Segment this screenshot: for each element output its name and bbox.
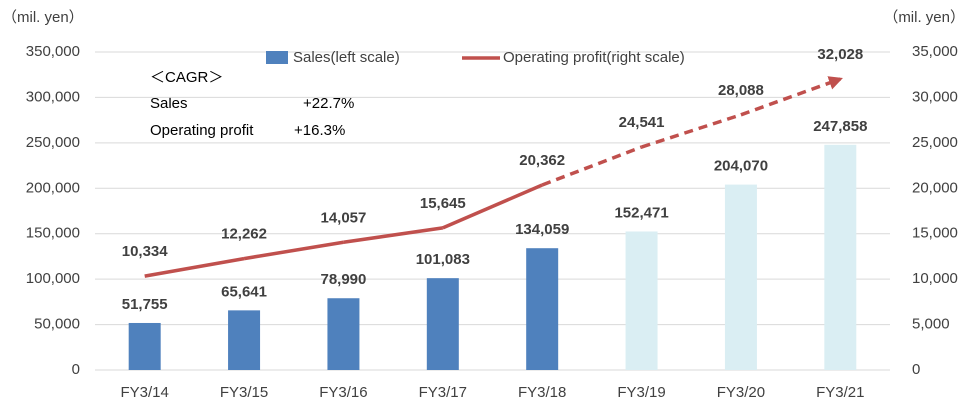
bar	[327, 298, 360, 370]
line-segment	[343, 226, 444, 245]
data-label: 247,858	[813, 118, 867, 135]
x-tick-label: FY3/15	[220, 384, 268, 401]
bar	[625, 231, 658, 370]
bar	[824, 144, 857, 370]
y-tick-label: 150,000	[26, 225, 80, 242]
bar	[228, 310, 261, 370]
cagr-value: +16.3%	[294, 122, 345, 139]
y2-tick-label: 25,000	[912, 134, 958, 151]
y2-unit-label: （mil. yen）	[883, 9, 965, 26]
legend-label: Sales(left scale)	[293, 49, 400, 66]
y2-tick-label: 35,000	[912, 43, 958, 60]
x-tick-label: FY3/18	[518, 384, 566, 401]
cagr-title: ＜CAGR＞	[150, 69, 223, 86]
y-tick-label: 50,000	[34, 316, 80, 333]
y2-tick-label: 15,000	[912, 225, 958, 242]
y2-tick-label: 5,000	[912, 316, 950, 333]
data-label: 65,641	[221, 283, 267, 300]
y-unit-label: （mil. yen）	[2, 9, 84, 26]
line-segment	[641, 113, 742, 149]
data-label: 10,334	[122, 243, 169, 260]
data-label: 14,057	[320, 209, 366, 226]
cagr-label: Operating profit	[150, 122, 254, 139]
legend-label: Operating profit(right scale)	[503, 49, 685, 66]
line-segment	[144, 256, 245, 278]
data-label: 20,362	[519, 152, 565, 169]
data-label: 204,070	[714, 158, 768, 175]
data-label: 51,755	[122, 296, 168, 313]
legend-swatch	[266, 51, 288, 64]
line-segment	[243, 240, 344, 261]
data-label: 152,471	[614, 204, 668, 221]
y2-tick-label: 0	[912, 361, 920, 378]
data-label: 134,059	[515, 221, 569, 238]
cagr-label: Sales	[150, 95, 188, 112]
x-tick-label: FY3/16	[319, 384, 367, 401]
line-segment	[442, 183, 543, 230]
data-label: 15,645	[420, 195, 466, 212]
line-segment	[541, 145, 643, 187]
bar	[426, 278, 459, 370]
data-label: 32,028	[817, 46, 863, 63]
x-tick-label: FY3/19	[617, 384, 665, 401]
line-segment	[740, 76, 843, 117]
data-label: 78,990	[320, 271, 366, 288]
y-tick-label: 100,000	[26, 270, 80, 287]
bar	[128, 322, 161, 370]
data-label: 28,088	[718, 82, 764, 99]
y2-tick-label: 20,000	[912, 179, 958, 196]
y-tick-label: 350,000	[26, 43, 80, 60]
data-label: 12,262	[221, 226, 267, 243]
y-tick-label: 200,000	[26, 179, 80, 196]
y-tick-label: 0	[72, 361, 80, 378]
x-tick-label: FY3/17	[419, 384, 467, 401]
bar	[526, 248, 559, 370]
data-label: 101,083	[416, 251, 470, 268]
y2-tick-label: 30,000	[912, 88, 958, 105]
x-tick-label: FY3/20	[717, 384, 765, 401]
y-tick-label: 250,000	[26, 134, 80, 151]
data-label: 24,541	[619, 114, 665, 131]
x-tick-label: FY3/14	[121, 384, 169, 401]
y-tick-label: 300,000	[26, 88, 80, 105]
y2-tick-label: 10,000	[912, 270, 958, 287]
cagr-value: +22.7%	[303, 95, 354, 112]
bar	[724, 184, 757, 370]
x-tick-label: FY3/21	[816, 384, 864, 401]
